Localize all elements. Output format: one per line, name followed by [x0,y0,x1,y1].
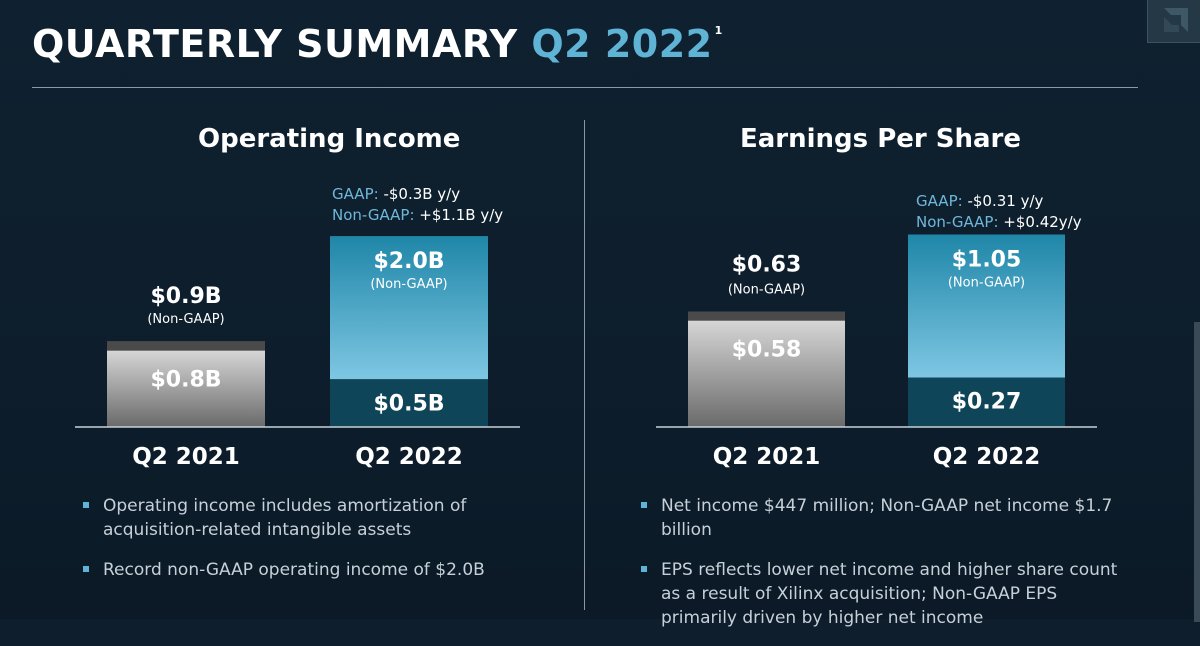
list-item: Record non-GAAP operating income of $2.0… [78,558,498,582]
x-tick-label: Q2 2022 [355,444,463,470]
slide-title-accent: Q2 2022 [531,22,713,66]
bullet-square-icon [641,502,647,508]
bar-non-gaap-cap-oi-q2-2021 [107,341,265,351]
x-tick-label: Q2 2021 [713,444,821,470]
slide-title-main: QUARTERLY SUMMARY [32,22,518,66]
x-tick-label: Q2 2021 [132,444,240,470]
title-footnote-marker: 1 [714,24,723,37]
non-gaap-note: (Non-GAAP) [728,283,805,298]
non-gaap-note: (Non-GAAP) [147,312,224,327]
left-bullet-list: Operating income includes amortization o… [78,494,498,598]
x-tick-label: Q2 2022 [933,444,1041,470]
non-gaap-change-annotation: Non-GAAP: +$0.42y/y [916,213,1082,231]
gaap-value-label: $0.27 [952,390,1022,415]
non-gaap-value-label: $0.63 [732,253,802,278]
title-divider [32,87,1138,88]
scrollbar[interactable] [1194,322,1200,622]
slide-title: QUARTERLY SUMMARY Q2 2022 1 [32,22,723,66]
bar-non-gaap-eps-q2-2022 [908,234,1065,378]
gaap-value-label: $0.8B [150,368,221,393]
charts-canvas: $0.8B $0.9B (Non-GAAP) Q2 2021 $0.5B $2.0B (No… [75,185,1097,470]
bar-non-gaap-cap-eps-q2-2021 [688,311,845,321]
bullet-square-icon [83,502,89,508]
bullet-text: Operating income includes amortization o… [103,496,467,540]
panel-divider [584,120,585,610]
non-gaap-change-annotation: Non-GAAP: +$1.1B y/y [332,206,503,224]
non-gaap-value-label: $0.9B [150,284,221,309]
bar-gaap-eps-q2-2022 [908,377,1065,427]
bar-gaap-eps-q2-2021 [688,320,845,427]
bullet-text: Record non-GAAP operating income of $2.0… [103,560,485,580]
bullet-text: Net income $447 million; Non-GAAP net in… [661,496,1113,540]
non-gaap-note: (Non-GAAP) [370,277,447,292]
list-item: EPS reflects lower net income and higher… [636,558,1136,630]
bullet-square-icon [83,566,89,572]
amd-logo [1147,0,1200,43]
amd-arrow-icon [1164,8,1188,32]
bar-non-gaap-oi-q2-2022 [330,236,488,380]
list-item: Net income $447 million; Non-GAAP net in… [636,494,1136,542]
non-gaap-value-label: $1.05 [952,248,1022,273]
eps-title: Earnings Per Share [740,124,1021,154]
list-item: Operating income includes amortization o… [78,494,498,542]
gaap-value-label: $0.5B [373,391,444,416]
right-bullet-list: Net income $447 million; Non-GAAP net in… [636,494,1136,646]
bullet-text: EPS reflects lower net income and higher… [661,560,1118,628]
operating-income-title: Operating Income [198,124,461,154]
bar-gaap-oi-q2-2021 [107,350,265,427]
non-gaap-note: (Non-GAAP) [948,276,1025,291]
gaap-change-annotation: GAAP: -$0.31 y/y [916,192,1043,210]
non-gaap-value-label: $2.0B [373,249,444,274]
bullet-square-icon [641,566,647,572]
gaap-change-annotation: GAAP: -$0.3B y/y [332,185,460,203]
gaap-value-label: $0.58 [732,338,802,363]
bar-gaap-oi-q2-2022 [330,379,488,427]
